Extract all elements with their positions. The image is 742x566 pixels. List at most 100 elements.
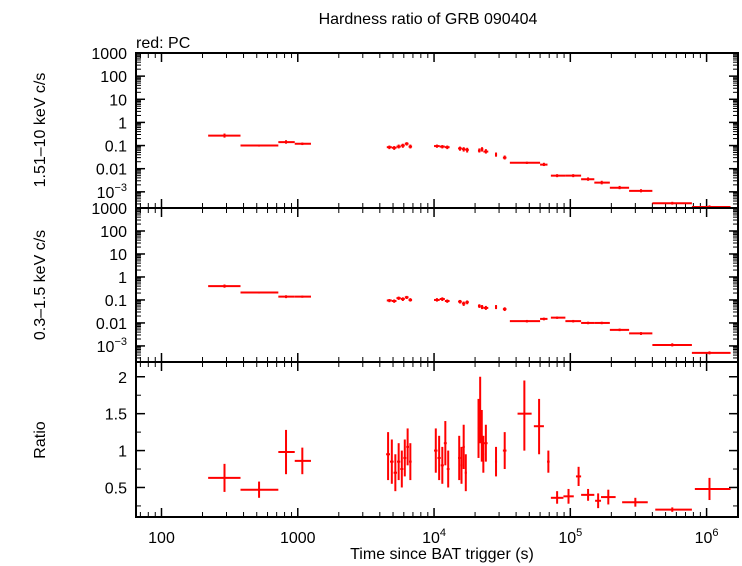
data-point — [439, 297, 445, 302]
panel-bottom: 2 1.5 1 0.5 Ratio 100 1000 104 105 106 Time since … — [32, 361, 739, 563]
y-tick-label: 1.5 — [105, 407, 127, 424]
y-tick-label: 1000 — [91, 201, 127, 218]
y-tick-label: 10−3 — [97, 336, 127, 356]
data-point — [208, 463, 241, 492]
data-point — [502, 155, 507, 160]
data-point — [386, 145, 392, 150]
data-point — [652, 201, 692, 205]
data-point — [278, 140, 295, 144]
data-point — [494, 446, 498, 477]
x-tick-label: 100 — [148, 530, 175, 547]
data-point — [594, 321, 610, 325]
data-point — [240, 481, 279, 498]
data-point — [547, 450, 550, 473]
y-axis-label: Ratio — [32, 421, 49, 458]
data-point — [509, 319, 541, 323]
data-point — [434, 298, 440, 302]
data-point — [386, 299, 392, 303]
data-point — [655, 507, 692, 512]
data-point — [400, 143, 405, 148]
y-tick-label: 2 — [118, 370, 127, 387]
data-point — [540, 162, 548, 167]
data-point — [652, 343, 692, 347]
data-point — [458, 299, 462, 304]
data-point — [294, 447, 311, 475]
y-tick-label: 1000 — [91, 46, 127, 63]
data-point — [533, 398, 544, 455]
data-point — [629, 332, 653, 335]
data-point — [479, 376, 482, 444]
data-point — [404, 142, 409, 146]
y-tick-label: 0.01 — [96, 316, 127, 333]
data-point — [494, 305, 498, 310]
data-point — [595, 493, 602, 509]
panel-top: 1000 100 10 1 0.1 0.01 10−3 1.51–10 keV c/s — [32, 46, 739, 209]
data-point — [444, 145, 450, 150]
y-tick-label: 100 — [100, 69, 127, 86]
data-point — [484, 424, 488, 462]
data-point — [462, 424, 465, 470]
data-point — [601, 489, 616, 505]
data-point — [208, 284, 241, 288]
data-point — [482, 435, 485, 473]
data-point — [403, 439, 407, 477]
data-point — [483, 149, 489, 154]
data-point — [434, 428, 438, 473]
data-point — [594, 180, 610, 185]
data-point — [446, 450, 450, 488]
data-point — [391, 299, 397, 303]
panel-middle: 1000 100 10 1 0.1 0.01 10−3 0.3–1.5 keV c/s — [32, 201, 739, 363]
data-point — [386, 432, 390, 481]
data-point — [565, 174, 582, 178]
x-axis-label: Time since BAT trigger (s) — [350, 546, 534, 563]
data-point — [581, 321, 595, 325]
data-point — [550, 316, 566, 319]
data-point — [477, 304, 481, 308]
data-point — [408, 144, 413, 149]
data-point — [458, 435, 461, 481]
data-point — [406, 428, 410, 466]
y-axis-label: 0.3–1.5 keV c/s — [32, 230, 49, 340]
data-point — [397, 443, 401, 481]
data-point — [240, 291, 279, 294]
data-point — [458, 146, 462, 151]
data-point — [443, 421, 447, 466]
data-point — [502, 432, 507, 470]
data-point — [461, 301, 466, 306]
data-point — [550, 491, 564, 504]
data-point — [483, 305, 489, 310]
panel-frame — [135, 207, 739, 363]
legend-note: red: PC — [136, 35, 190, 52]
data-point — [400, 450, 404, 488]
data-point — [278, 429, 295, 475]
x-tick-label: 1000 — [280, 530, 316, 547]
data-point — [408, 298, 413, 302]
data-point — [609, 328, 630, 332]
data-point — [208, 133, 241, 138]
data-point — [629, 189, 653, 193]
data-point — [440, 446, 444, 484]
data-point — [477, 398, 480, 458]
data-point — [393, 454, 398, 492]
y-tick-label: 1 — [118, 444, 127, 461]
data-point — [400, 297, 405, 302]
data-point — [540, 317, 548, 321]
y-tick-label: 10−3 — [97, 182, 127, 202]
data-point — [509, 161, 541, 164]
data-point — [477, 148, 481, 153]
data-point — [434, 144, 440, 148]
data-point — [609, 185, 630, 190]
x-tick-label: 105 — [558, 527, 582, 547]
chart-title: Hardness ratio of GRB 090404 — [319, 11, 538, 28]
y-tick-label: 0.01 — [96, 162, 127, 179]
data-point — [294, 142, 311, 146]
data-point — [439, 145, 445, 149]
data-point — [464, 454, 467, 492]
data-point — [396, 144, 401, 149]
data-point — [622, 497, 648, 507]
data-point — [517, 380, 532, 451]
data-point — [563, 488, 574, 504]
data-point — [494, 152, 498, 157]
